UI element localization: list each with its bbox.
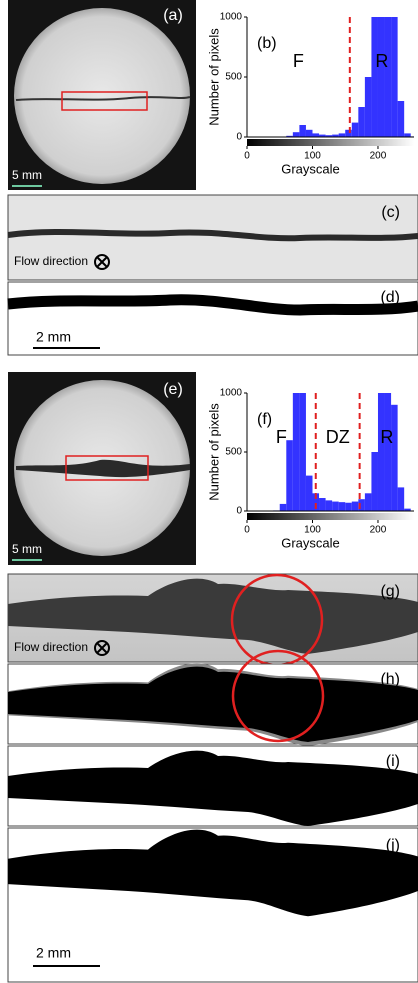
- flow-symbol: [94, 640, 110, 656]
- y-tick-label: 500: [225, 72, 242, 83]
- bar: [358, 499, 365, 511]
- segmented-image: [7, 281, 418, 356]
- x-axis-label: Grayscale: [281, 161, 340, 176]
- bar: [345, 129, 352, 137]
- fracture: [16, 459, 190, 478]
- panel-label: (i): [386, 753, 400, 770]
- x-tick-label: 0: [244, 525, 250, 536]
- y-axis-label: Number of pixels: [206, 28, 221, 126]
- bar: [299, 393, 306, 511]
- bar: [292, 393, 300, 511]
- panel-label: (h): [380, 671, 400, 688]
- x-axis-label: Grayscale: [281, 535, 340, 550]
- panel-label: (j): [386, 837, 400, 854]
- highlight-circle: [231, 649, 325, 743]
- region-label: R: [380, 427, 393, 447]
- bar: [384, 17, 392, 137]
- x-tick-label: 200: [370, 151, 387, 162]
- flow-label: Flow direction: [14, 640, 88, 654]
- region-label: F: [293, 51, 304, 71]
- bar: [319, 498, 326, 511]
- bar: [391, 17, 398, 137]
- x-tick-label: 100: [304, 151, 321, 162]
- bar: [325, 500, 333, 511]
- fracture: [15, 96, 191, 101]
- bar: [305, 475, 313, 511]
- bar: [404, 508, 411, 511]
- flow-label: Flow direction: [14, 254, 88, 268]
- panel-label: (b): [257, 35, 277, 52]
- region-label: F: [276, 427, 287, 447]
- scale-bar-label: 5 mm: [12, 542, 42, 556]
- bar: [351, 501, 359, 511]
- bar: [332, 134, 339, 137]
- colorbar: [247, 513, 414, 520]
- bar: [332, 501, 339, 511]
- core-disc: [14, 8, 190, 184]
- y-tick-label: 0: [236, 132, 242, 143]
- region-label: R: [375, 51, 388, 71]
- scale-bar-label: 2 mm: [36, 329, 71, 345]
- y-axis-label: Number of pixels: [206, 403, 221, 501]
- bar: [279, 503, 287, 511]
- bar: [319, 134, 326, 137]
- bar: [345, 502, 352, 511]
- aperture: [7, 294, 418, 316]
- panel-label: (d): [380, 289, 400, 306]
- y-tick-label: 1000: [220, 12, 243, 23]
- bar: [312, 493, 320, 511]
- bar: [364, 77, 372, 137]
- bar: [286, 440, 293, 511]
- colorbar: [247, 139, 414, 146]
- roi-box: [61, 91, 148, 111]
- y-tick-label: 1000: [220, 388, 243, 399]
- bar: [338, 133, 346, 137]
- panel-label: (c): [381, 204, 400, 221]
- bar: [312, 133, 320, 137]
- y-tick-label: 500: [225, 447, 242, 458]
- bar: [286, 135, 293, 137]
- bar: [371, 452, 378, 511]
- x-tick-label: 200: [370, 525, 387, 536]
- x-tick-label: 100: [304, 525, 321, 536]
- x-tick-label: 0: [244, 151, 250, 162]
- bar: [384, 393, 392, 511]
- panel-label: (e): [163, 381, 183, 398]
- bar: [364, 493, 372, 511]
- fracture: [7, 229, 418, 242]
- region-label: DZ: [326, 427, 350, 447]
- bar: [305, 129, 313, 137]
- scale-bar-label: 2 mm: [36, 945, 71, 961]
- bar: [377, 17, 385, 137]
- bar: [292, 132, 300, 137]
- bar: [377, 393, 385, 511]
- bar: [391, 404, 398, 511]
- plot-area: [273, 393, 414, 511]
- flow-symbol: [94, 254, 110, 270]
- scale-bar-label: 5 mm: [12, 168, 42, 182]
- bar: [397, 487, 405, 511]
- bar: [358, 107, 365, 137]
- bar: [325, 135, 333, 137]
- bar: [299, 125, 306, 137]
- roi-box: [65, 455, 149, 481]
- panel-label: (f): [257, 411, 272, 428]
- panel-label: (a): [163, 7, 183, 24]
- plot-area: [279, 17, 414, 137]
- bar: [351, 122, 359, 137]
- bar: [404, 133, 411, 137]
- y-tick-label: 0: [236, 506, 242, 517]
- bar: [338, 502, 346, 511]
- panel-label: (g): [380, 583, 400, 600]
- bar: [371, 17, 378, 137]
- bar: [397, 101, 405, 137]
